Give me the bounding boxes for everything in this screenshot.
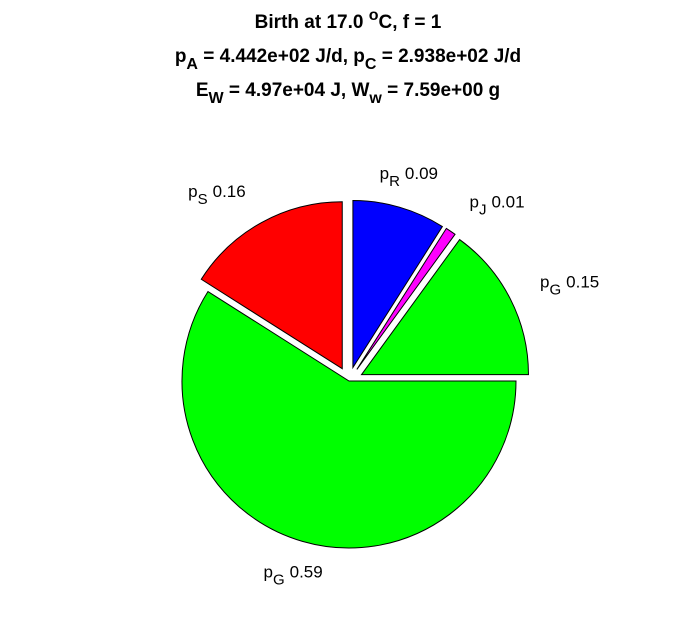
slice-label-name: p	[263, 563, 272, 582]
slice-label-name: p	[470, 193, 479, 212]
slice-label-value: 0.15	[566, 273, 599, 292]
title-text: = 4.97e+04 J, W	[224, 80, 370, 101]
pie-slice	[352, 200, 444, 370]
slice-label: pG 0.59	[263, 563, 322, 588]
title-text: Birth at 17.0	[255, 12, 369, 33]
slice-label: pS 0.16	[188, 183, 246, 208]
title-text: w	[368, 90, 382, 107]
slice-label-name: p	[540, 273, 549, 292]
slice-label-value: 0.01	[491, 193, 524, 212]
slice-label-value: 0.09	[405, 165, 438, 184]
slice-label: pR 0.09	[380, 165, 438, 190]
pie-slice	[181, 290, 517, 549]
slice-label-name: p	[380, 165, 389, 184]
slice-label: pJ 0.01	[470, 193, 525, 218]
title-text: o	[369, 7, 379, 24]
slice-label-value: 0.16	[213, 183, 246, 202]
slice-label-value: 0.59	[290, 563, 323, 582]
title-text: = 7.59e+00 g	[382, 80, 500, 101]
slice-label-name: p	[188, 183, 197, 202]
title-text: C	[365, 56, 377, 73]
slice-label-subscript: S	[198, 191, 208, 208]
title-text: E	[196, 80, 209, 101]
title-text: = 4.442e+02 J/d, p	[198, 46, 365, 67]
slice-label: pG 0.15	[540, 273, 599, 298]
slice-label-subscript: J	[479, 202, 487, 219]
chart-title: Birth at 17.0 oC, f = 1	[255, 7, 442, 33]
title-text: W	[209, 90, 225, 107]
title-text: A	[186, 56, 198, 73]
pie-slice	[360, 238, 529, 376]
chart-title: EW = 4.97e+04 J, Ww = 7.59e+00 g	[196, 80, 500, 107]
title-text: = 2.938e+02 J/d	[376, 46, 521, 67]
slice-label-subscript: R	[389, 173, 400, 190]
pie-slice	[356, 227, 456, 370]
title-text: p	[175, 46, 187, 67]
slice-label-subscript: G	[273, 571, 285, 588]
title-text: C, f = 1	[379, 12, 442, 33]
chart-title: pA = 4.442e+02 J/d, pC = 2.938e+02 J/d	[175, 46, 521, 73]
slice-label-subscript: G	[550, 282, 562, 299]
pie-slice	[200, 201, 343, 370]
